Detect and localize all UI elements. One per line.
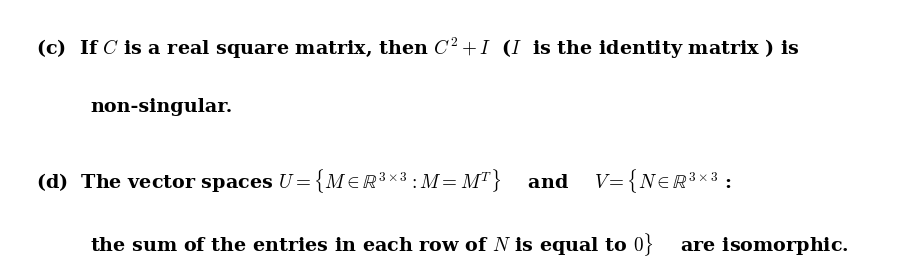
Text: (c)  If $C$ is a real square matrix, then $C^2 + I$  ($I$  is the identity matri: (c) If $C$ is a real square matrix, then… [36,35,800,61]
Text: non-singular.: non-singular. [90,98,232,116]
Text: (d)  The vector spaces $U = \{M \in \mathbb{R}^{3\times3} : M = M^T\}$    and   : (d) The vector spaces $U = \{M \in \math… [36,167,732,195]
Text: the sum of the entries in each row of $N$ is equal to $0\}$    are isomorphic.: the sum of the entries in each row of $N… [90,231,849,258]
